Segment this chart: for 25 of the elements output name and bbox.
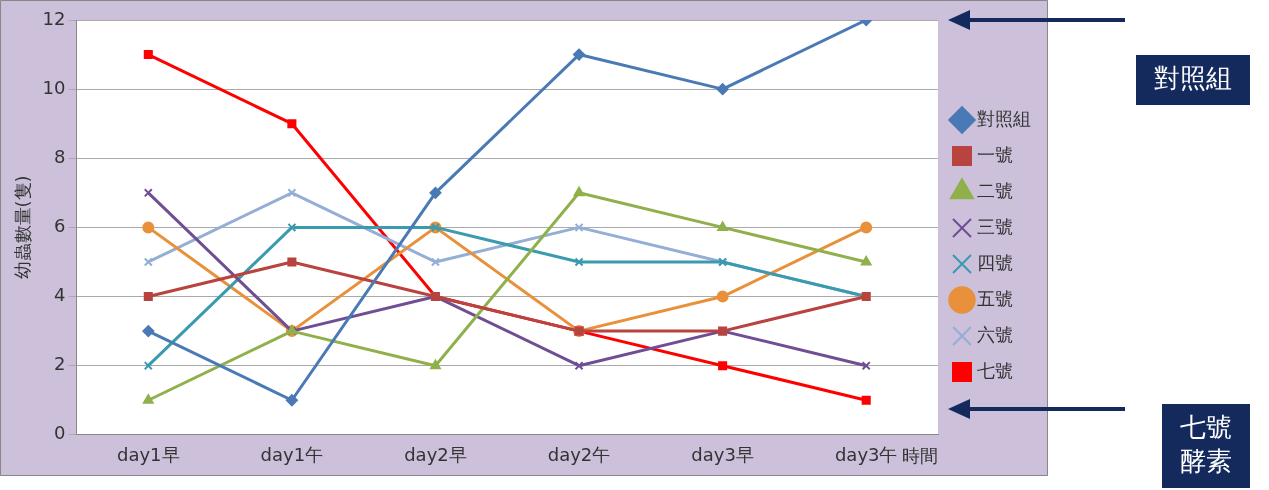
x-tick-label: day2午 bbox=[547, 444, 611, 466]
y-tick-label: 8 bbox=[54, 145, 66, 167]
text: 對照組 bbox=[1154, 62, 1232, 93]
y-tick-label: 12 bbox=[42, 7, 66, 29]
legend-label: 對照組 bbox=[977, 107, 1031, 129]
legend-label: 二號 bbox=[977, 179, 1013, 201]
x-tick-label: day3午 bbox=[834, 444, 898, 466]
y-axis-title: 幼蟲數量(隻) bbox=[12, 175, 34, 280]
x-tick-label: day1早 bbox=[117, 444, 180, 466]
legend-label: 一號 bbox=[977, 143, 1013, 165]
y-tick-label: 6 bbox=[54, 215, 66, 237]
legend-label: 七號 bbox=[977, 359, 1013, 381]
x-tick-label: day3早 bbox=[691, 444, 754, 466]
x-axis-title: 時間 bbox=[902, 444, 938, 466]
legend-label: 三號 bbox=[977, 215, 1013, 237]
legend-label: 六號 bbox=[977, 323, 1013, 345]
x-tick-label: day1午 bbox=[260, 444, 324, 466]
y-tick-label: 4 bbox=[54, 284, 66, 306]
text: 七號酵素 bbox=[1180, 411, 1232, 476]
x-tick-label: day2早 bbox=[404, 444, 467, 466]
y-tick-label: 10 bbox=[42, 76, 66, 98]
y-tick-label: 2 bbox=[54, 353, 66, 375]
legend-label: 五號 bbox=[977, 287, 1013, 309]
y-tick-label: 0 bbox=[54, 422, 66, 444]
legend-label: 四號 bbox=[977, 251, 1013, 273]
